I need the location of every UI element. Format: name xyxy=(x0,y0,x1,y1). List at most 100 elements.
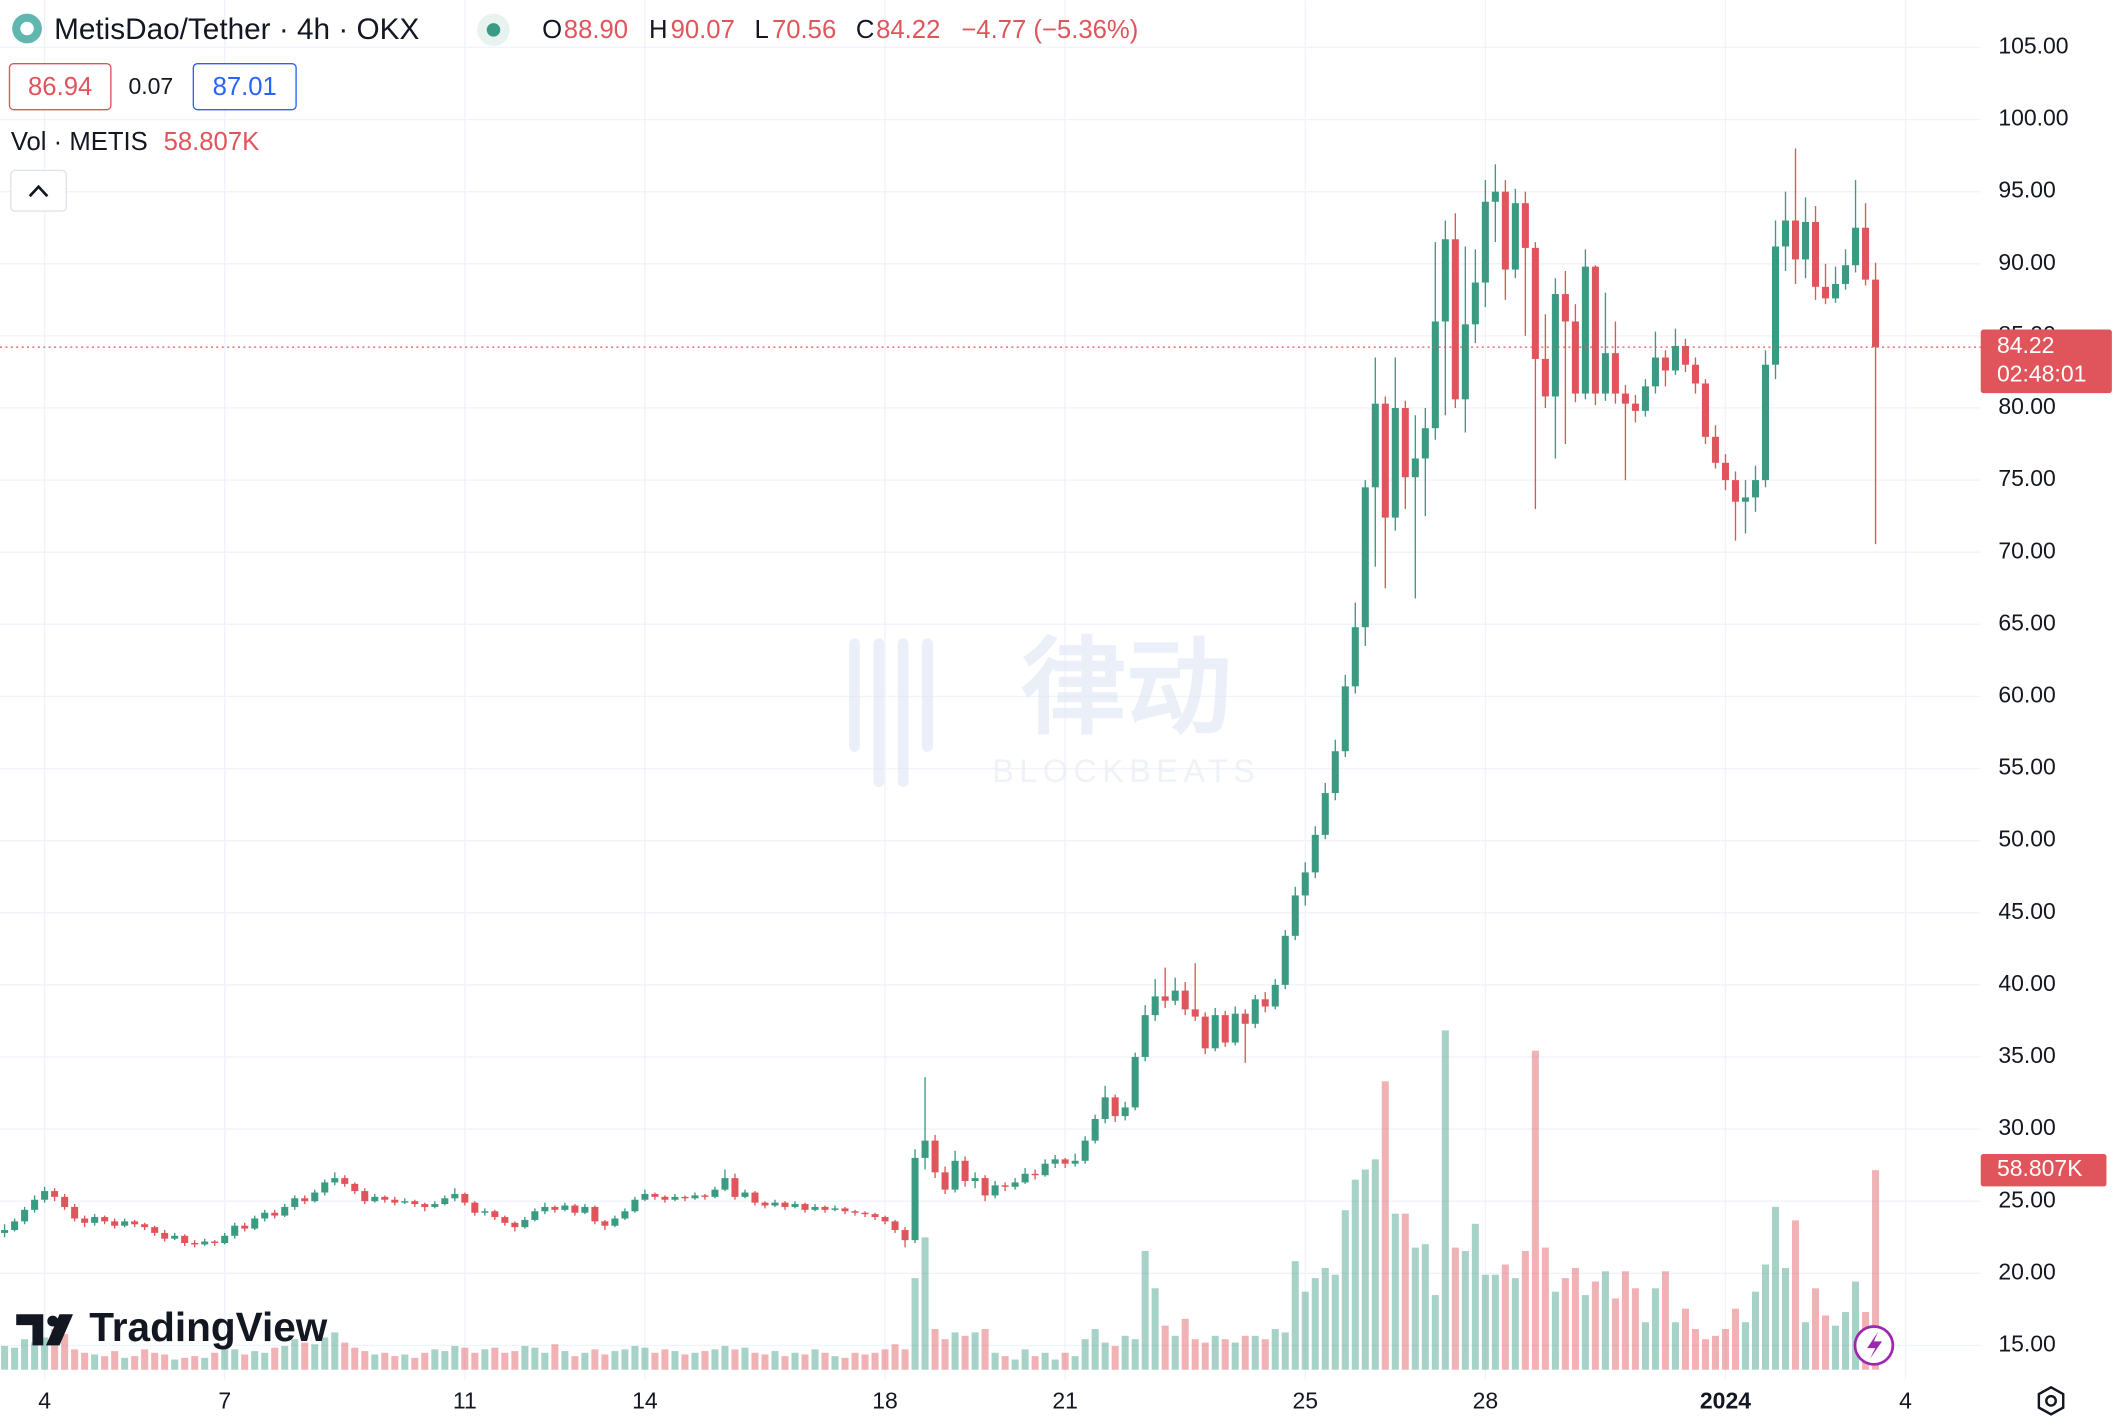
candle-body xyxy=(201,1241,209,1245)
candle-body xyxy=(391,1199,399,1203)
candle-body xyxy=(321,1182,329,1193)
candle-body xyxy=(1751,480,1760,498)
candle-body xyxy=(1832,283,1840,299)
candle-body xyxy=(1812,221,1820,287)
candle-body xyxy=(421,1204,429,1207)
candle-body xyxy=(1291,895,1299,936)
x-tick-label: 2024 xyxy=(1700,1387,1751,1413)
ask-button[interactable] xyxy=(192,62,297,111)
candle-body xyxy=(1371,403,1379,488)
volume-bar xyxy=(51,1329,59,1370)
volume-bar xyxy=(1021,1349,1029,1370)
tradingview-logo[interactable] xyxy=(16,1314,74,1346)
candle-body xyxy=(991,1185,999,1196)
volume-bar xyxy=(1191,1339,1199,1370)
candle-body xyxy=(1741,497,1749,502)
volume-bar xyxy=(881,1349,889,1370)
volume-bar xyxy=(611,1351,619,1370)
volume-bar xyxy=(341,1342,349,1370)
volume-bar xyxy=(911,1278,919,1370)
candle-body xyxy=(451,1193,459,1199)
volume-bar xyxy=(721,1345,729,1370)
candle-body xyxy=(511,1222,519,1228)
y-tick-label: 100.00 xyxy=(1998,105,2068,131)
candle-body xyxy=(841,1208,849,1212)
volume-bar xyxy=(171,1359,179,1370)
bid-button[interactable] xyxy=(8,62,112,111)
volume-bar xyxy=(1701,1339,1709,1370)
y-tick-label: 55.00 xyxy=(1998,754,2055,780)
volume-bar xyxy=(1671,1322,1679,1370)
watermark: 律动 BLOCKBEATS xyxy=(849,630,1255,789)
y-tick-label: 60.00 xyxy=(1998,682,2055,708)
low-label: L xyxy=(754,16,768,44)
candle-body xyxy=(431,1204,439,1207)
volume-bar xyxy=(601,1354,609,1370)
candle-body xyxy=(1561,294,1569,322)
volume-bar xyxy=(1711,1335,1719,1370)
volume-bar xyxy=(1201,1342,1209,1370)
candle-body xyxy=(871,1214,879,1218)
candle-body xyxy=(751,1192,759,1203)
volume-bar xyxy=(1681,1308,1689,1370)
candle-body xyxy=(1111,1097,1119,1117)
candle-body xyxy=(521,1219,529,1228)
candle-body xyxy=(121,1221,129,1226)
settings-button[interactable] xyxy=(2037,1385,2065,1416)
volume-bar xyxy=(891,1344,899,1370)
volume-bar xyxy=(1621,1271,1629,1370)
candle-body xyxy=(1141,1015,1149,1057)
candle-body xyxy=(581,1206,589,1213)
volume-bar xyxy=(141,1349,149,1370)
volume-bar xyxy=(481,1349,489,1370)
candle-body xyxy=(331,1178,339,1183)
candle-body xyxy=(1241,1013,1249,1024)
volume-bar xyxy=(221,1347,229,1370)
close-value: 84.22 xyxy=(876,16,940,44)
candle-body xyxy=(251,1218,259,1229)
candle-body xyxy=(311,1192,319,1202)
candle-body xyxy=(1711,436,1719,463)
candle-body xyxy=(1341,686,1349,752)
y-tick-label: 105.00 xyxy=(1998,33,2068,59)
volume-bar xyxy=(301,1342,309,1370)
candle-body xyxy=(1701,383,1709,437)
volume-bar xyxy=(1491,1274,1499,1370)
candle-body xyxy=(361,1191,369,1202)
volume-bar xyxy=(1251,1335,1259,1370)
volume-bar xyxy=(451,1345,459,1370)
candle-body xyxy=(1331,751,1339,794)
x-tick-label: 18 xyxy=(872,1387,898,1413)
volume-bar xyxy=(521,1345,529,1370)
volume-bar xyxy=(691,1352,699,1370)
candle-body xyxy=(111,1221,119,1226)
volume-bar xyxy=(1541,1247,1549,1370)
volume-bar xyxy=(1501,1264,1509,1370)
candle-body xyxy=(1171,990,1179,1001)
volume-bar xyxy=(1081,1339,1089,1370)
axis: 15.00 20.00 25.00 30.00 35.00 40.00 45.00 50.00… xyxy=(38,33,2112,1413)
symbol-title[interactable]: MetisDao/Tether · 4h · OKX xyxy=(54,13,419,46)
open-value: 88.90 xyxy=(564,16,628,44)
plot xyxy=(0,148,1981,1370)
candle-body xyxy=(1261,999,1269,1007)
candle-body xyxy=(1771,246,1780,365)
volume-bar xyxy=(1071,1356,1079,1370)
volume-bar xyxy=(1561,1278,1569,1370)
collapse-button[interactable] xyxy=(10,169,67,212)
y-tick-label: 20.00 xyxy=(1998,1258,2055,1284)
volume-bar xyxy=(1842,1312,1850,1370)
candle-body xyxy=(921,1140,929,1158)
volume-bar xyxy=(1281,1332,1289,1370)
volume-bar xyxy=(291,1339,299,1370)
volume-bar xyxy=(1441,1030,1449,1370)
volume-bar xyxy=(651,1352,659,1370)
candle-body xyxy=(1181,990,1189,1010)
candle-body xyxy=(21,1209,29,1222)
candle-body xyxy=(1721,462,1729,481)
volume-bar xyxy=(551,1344,559,1370)
candle-body xyxy=(1842,265,1850,284)
volume-bar xyxy=(1111,1345,1119,1370)
volume-bar xyxy=(981,1329,989,1370)
branding[interactable]: TradingView xyxy=(89,1304,328,1350)
